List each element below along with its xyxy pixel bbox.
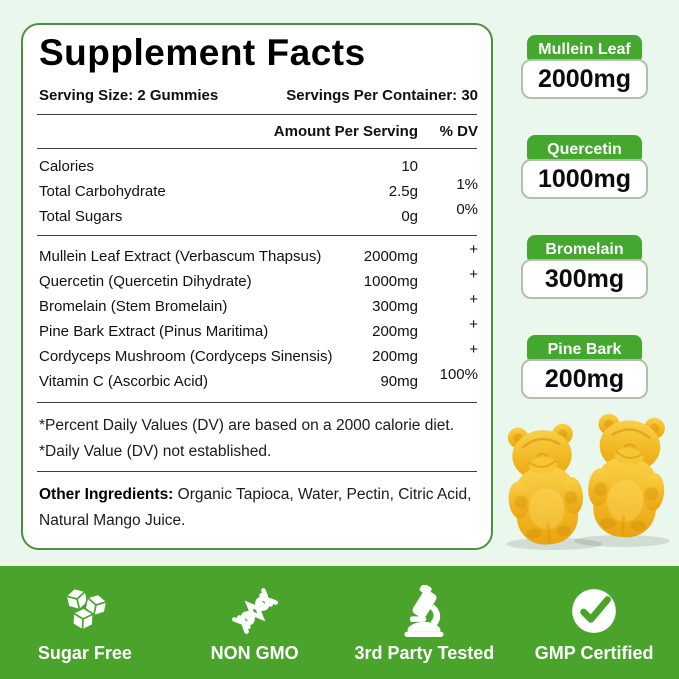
column-header-dv: % DV bbox=[439, 123, 478, 141]
nutrient-row-name: Total Sugars bbox=[39, 207, 123, 225]
badge-label: GMP Certified bbox=[534, 643, 654, 663]
nutrient-row-name: Total Carbohydrate bbox=[39, 182, 166, 200]
highlight-amount-box: 1000mg bbox=[521, 159, 648, 199]
dna-icon bbox=[229, 585, 281, 637]
highlight-name: Pine Bark bbox=[547, 340, 622, 358]
footnote-line: *Daily Value (DV) not established. bbox=[39, 442, 272, 460]
serving-size: Serving Size: 2 Gummies bbox=[39, 87, 219, 105]
ingredient-row-dv-value: 100% bbox=[439, 365, 478, 383]
highlight-amount: 1000mg bbox=[537, 164, 632, 193]
divider bbox=[37, 113, 477, 115]
badge-sugar-free: Sugar Free bbox=[0, 566, 170, 679]
servings-per-container: Servings Per Container: 30 bbox=[286, 87, 478, 105]
ingredient-row-amount: 1000mg bbox=[363, 272, 418, 290]
other-ingredients-label: Other Ingredients: bbox=[39, 485, 174, 503]
nutrient-row-name: Calories bbox=[39, 157, 95, 175]
highlight-bromelain: Bromelain 300mg bbox=[521, 235, 648, 299]
highlight-amount: 300mg bbox=[544, 264, 625, 293]
footnote-line: *Percent Daily Values (DV) are based on … bbox=[39, 416, 454, 434]
highlight-amount-box: 300mg bbox=[521, 259, 648, 299]
ingredient-row-dv-value: + bbox=[469, 315, 478, 333]
feature-bar: Sugar Free NON GMO 3rd Party Tested GMP Cer… bbox=[0, 566, 679, 679]
page-title: Supplement Facts bbox=[39, 32, 366, 73]
ingredient-row-name: Pine Bark Extract (Pinus Maritima) bbox=[39, 322, 269, 340]
highlight-amount: 200mg bbox=[544, 364, 625, 393]
divider bbox=[37, 234, 477, 236]
check-circle-icon bbox=[569, 585, 619, 637]
ingredient-row-name: Cordyceps Mushroom (Cordyceps Sinensis) bbox=[39, 347, 333, 365]
ingredient-row-dv-value: + bbox=[469, 240, 478, 258]
ingredient-row-dv: + bbox=[426, 241, 478, 265]
badge-label: Sugar Free bbox=[37, 643, 132, 663]
ingredient-row-dv: + bbox=[426, 341, 478, 365]
ingredient-row: Mullein Leaf Extract (Verbascum Thapsus)… bbox=[23, 241, 491, 269]
highlight-amount: 2000mg bbox=[537, 64, 632, 93]
serving-row: Serving Size: 2 Gummies Servings Per Con… bbox=[39, 84, 478, 108]
ingredient-row-name: Mullein Leaf Extract (Verbascum Thapsus) bbox=[39, 247, 322, 265]
sugar-cubes-icon bbox=[57, 585, 113, 637]
footnotes: *Percent Daily Values (DV) are based on … bbox=[39, 413, 475, 465]
nutrient-row-amount: 0g bbox=[401, 207, 418, 225]
highlight-amount-box: 200mg bbox=[521, 359, 648, 399]
ingredient-row-name: Quercetin (Quercetin Dihydrate) bbox=[39, 272, 252, 290]
highlight-badges-column: Mullein Leaf 2000mg Quercetin 1000mg Bromela… bbox=[521, 35, 648, 435]
ingredient-row-amount: 2000mg bbox=[363, 247, 418, 265]
badge-label: 3rd Party Tested bbox=[354, 643, 495, 663]
highlight-pine-bark: Pine Bark 200mg bbox=[521, 335, 648, 399]
badge-non-gmo: NON GMO bbox=[170, 566, 340, 679]
nutrient-row: Total Carbohydrate 2.5g 1% bbox=[23, 176, 491, 204]
ingredient-row-dv: + bbox=[426, 266, 478, 290]
ingredient-row-amount: 200mg bbox=[372, 322, 418, 340]
ingredient-row: Cordyceps Mushroom (Cordyceps Sinensis) 2… bbox=[23, 341, 491, 369]
highlight-name: Bromelain bbox=[545, 240, 624, 258]
divider bbox=[37, 401, 477, 403]
ingredient-row-amount: 300mg bbox=[372, 297, 418, 315]
nutrient-row: Total Sugars 0g 0% bbox=[23, 201, 491, 229]
ingredient-row-dv-value: + bbox=[469, 290, 478, 308]
ingredient-row-dv-value: + bbox=[469, 265, 478, 283]
supplement-facts-panel: Supplement Facts Serving Size: 2 Gummies… bbox=[21, 23, 493, 550]
ingredient-row-name: Vitamin C (Ascorbic Acid) bbox=[39, 372, 208, 390]
ingredient-row-amount: 200mg bbox=[372, 347, 418, 365]
highlight-name: Mullein Leaf bbox=[538, 40, 631, 58]
other-ingredients: Other Ingredients: Organic Tapioca, Wate… bbox=[39, 482, 475, 534]
badge-label: NON GMO bbox=[210, 643, 299, 663]
ingredient-row-dv-value: + bbox=[469, 340, 478, 358]
ingredient-row-dv: + bbox=[426, 291, 478, 315]
highlight-mullein-leaf: Mullein Leaf 2000mg bbox=[521, 35, 648, 99]
ingredient-row-name: Bromelain (Stem Bromelain) bbox=[39, 297, 228, 315]
nutrient-row-dv-value: 1% bbox=[456, 175, 478, 193]
ingredient-row: Bromelain (Stem Bromelain) 300mg + bbox=[23, 291, 491, 319]
nutrient-row: Calories 10 bbox=[23, 154, 491, 179]
other-ingredients-text: Organic Tapioca, Water, Pectin, Citric A… bbox=[39, 485, 472, 529]
nutrient-row-dv: 0% bbox=[426, 201, 478, 225]
ingredient-row-dv: 100% bbox=[426, 366, 478, 390]
highlight-quercetin: Quercetin 1000mg bbox=[521, 135, 648, 199]
divider bbox=[37, 470, 477, 472]
badge-3rd-party-tested: 3rd Party Tested bbox=[340, 566, 510, 679]
nutrient-row-amount: 2.5g bbox=[388, 182, 418, 200]
nutrient-row-dv: 1% bbox=[426, 176, 478, 200]
nutrient-row-dv-value: 0% bbox=[456, 200, 478, 218]
microscope-icon bbox=[398, 585, 450, 637]
badge-gmp-certified: GMP Certified bbox=[509, 566, 679, 679]
column-header-amount: Amount Per Serving bbox=[273, 123, 418, 141]
ingredient-row: Quercetin (Quercetin Dihydrate) 1000mg + bbox=[23, 266, 491, 294]
ingredient-row-dv: + bbox=[426, 316, 478, 340]
divider bbox=[37, 147, 477, 149]
ingredient-row: Vitamin C (Ascorbic Acid) 90mg 100% bbox=[23, 366, 491, 394]
nutrients-section: Calories 10 Total Carbohydrate 2.5g 1% Total … bbox=[23, 154, 491, 229]
table-header-row: Amount Per Serving % DV bbox=[23, 121, 491, 143]
ingredients-section: Mullein Leaf Extract (Verbascum Thapsus)… bbox=[23, 241, 491, 394]
nutrient-row-amount: 10 bbox=[401, 157, 418, 175]
nutrient-row-dv bbox=[426, 158, 478, 175]
highlight-name: Quercetin bbox=[547, 140, 622, 158]
highlight-amount-box: 2000mg bbox=[521, 59, 648, 99]
ingredient-row: Pine Bark Extract (Pinus Maritima) 200mg + bbox=[23, 316, 491, 344]
ingredient-row-amount: 90mg bbox=[380, 372, 418, 390]
gummy-bears-image bbox=[492, 406, 679, 551]
